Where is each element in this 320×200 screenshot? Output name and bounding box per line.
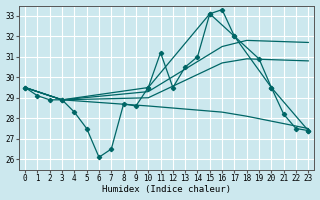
X-axis label: Humidex (Indice chaleur): Humidex (Indice chaleur) xyxy=(102,185,231,194)
